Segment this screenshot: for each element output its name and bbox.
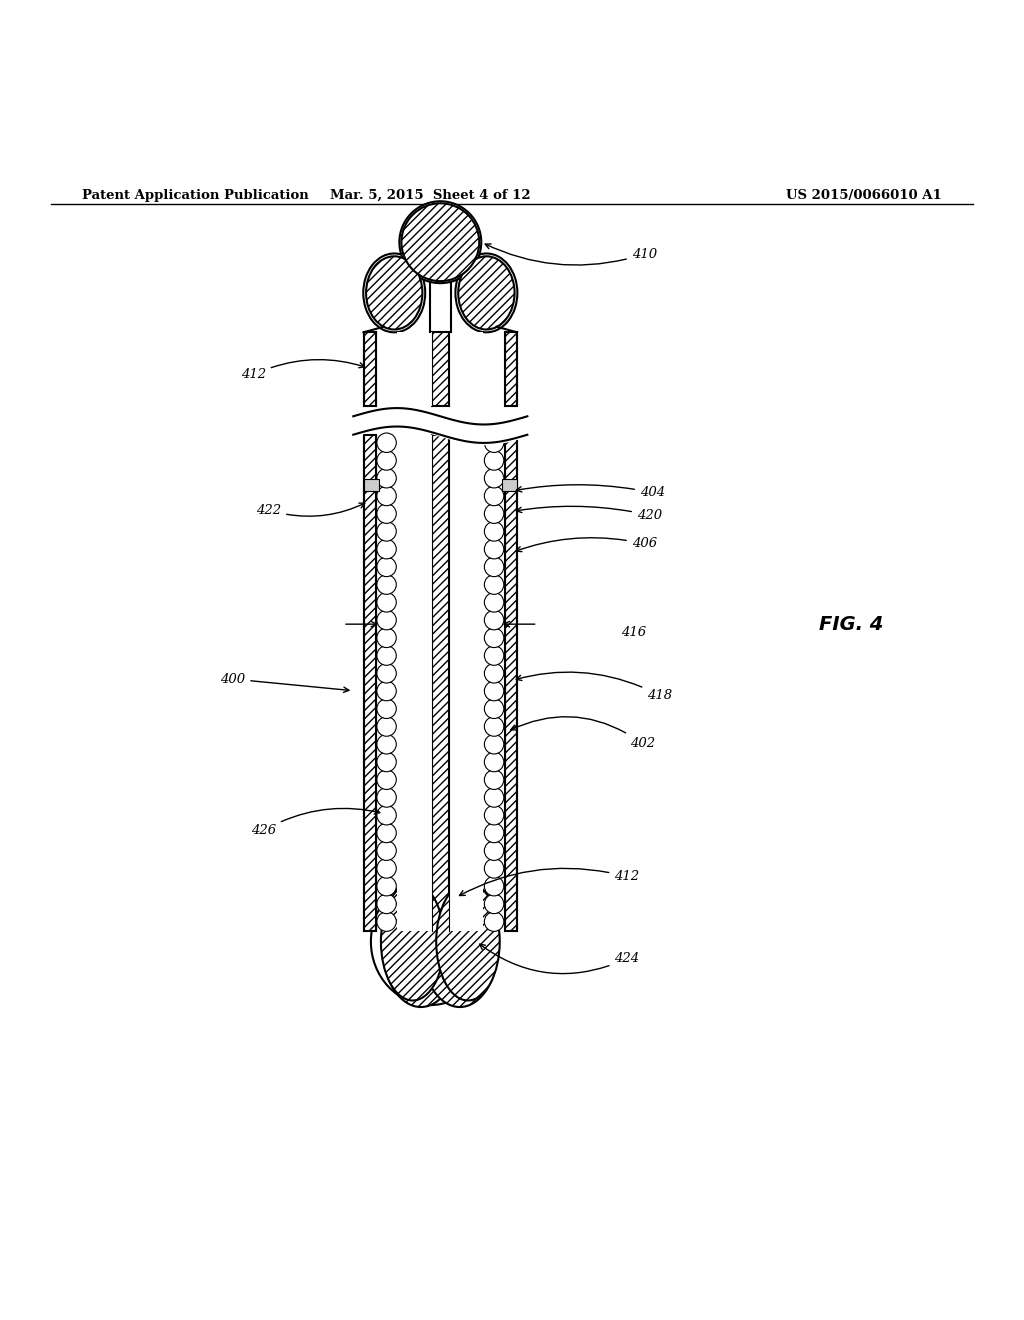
Circle shape	[484, 645, 504, 665]
Circle shape	[484, 521, 504, 541]
Bar	[397, 434, 432, 932]
Bar	[432, 333, 449, 407]
Circle shape	[484, 824, 504, 842]
Text: 404: 404	[516, 484, 666, 499]
Text: 402: 402	[511, 717, 655, 750]
Text: 400: 400	[220, 672, 349, 693]
Circle shape	[484, 664, 504, 682]
Circle shape	[377, 576, 396, 594]
Circle shape	[484, 717, 504, 737]
Text: Patent Application Publication: Patent Application Publication	[82, 189, 308, 202]
Circle shape	[377, 770, 396, 789]
Circle shape	[377, 788, 396, 808]
Ellipse shape	[383, 887, 459, 1007]
Text: 420: 420	[516, 507, 663, 521]
Bar	[505, 434, 517, 932]
Bar	[364, 333, 376, 407]
Circle shape	[484, 576, 504, 594]
Circle shape	[401, 203, 479, 281]
Text: 412: 412	[241, 359, 365, 381]
Circle shape	[484, 628, 504, 648]
Bar	[432, 434, 449, 932]
Bar	[505, 333, 517, 407]
Circle shape	[484, 450, 504, 470]
Circle shape	[377, 859, 396, 878]
Circle shape	[377, 593, 396, 612]
Ellipse shape	[371, 878, 489, 1005]
Circle shape	[377, 504, 396, 524]
Circle shape	[484, 841, 504, 861]
Circle shape	[484, 805, 504, 825]
Circle shape	[377, 824, 396, 842]
Circle shape	[484, 700, 504, 718]
Circle shape	[377, 681, 396, 701]
Circle shape	[377, 894, 396, 913]
Circle shape	[484, 894, 504, 913]
Circle shape	[484, 876, 504, 896]
Text: 410: 410	[485, 244, 657, 265]
Circle shape	[484, 734, 504, 754]
Circle shape	[377, 664, 396, 682]
Circle shape	[377, 433, 396, 453]
Circle shape	[377, 734, 396, 754]
Circle shape	[484, 610, 504, 630]
Circle shape	[377, 540, 396, 558]
Ellipse shape	[422, 887, 498, 1007]
Circle shape	[484, 912, 504, 932]
Circle shape	[377, 469, 396, 488]
Ellipse shape	[381, 883, 444, 1001]
Circle shape	[377, 752, 396, 772]
Circle shape	[377, 805, 396, 825]
Text: Mar. 5, 2015  Sheet 4 of 12: Mar. 5, 2015 Sheet 4 of 12	[330, 189, 530, 202]
Ellipse shape	[458, 256, 514, 330]
Bar	[449, 434, 483, 932]
Circle shape	[377, 841, 396, 861]
Bar	[449, 333, 483, 407]
Bar	[364, 434, 376, 932]
Bar	[397, 333, 432, 407]
Circle shape	[377, 700, 396, 718]
Text: 406: 406	[516, 537, 657, 552]
Circle shape	[377, 486, 396, 506]
Bar	[364, 479, 379, 491]
Text: 412: 412	[460, 869, 640, 895]
Circle shape	[377, 717, 396, 737]
Circle shape	[377, 521, 396, 541]
Circle shape	[484, 486, 504, 506]
Ellipse shape	[367, 256, 423, 330]
Circle shape	[484, 540, 504, 558]
Circle shape	[484, 469, 504, 488]
Circle shape	[484, 788, 504, 808]
Circle shape	[377, 628, 396, 648]
Circle shape	[484, 433, 504, 453]
Ellipse shape	[436, 883, 500, 1001]
Circle shape	[377, 450, 396, 470]
Circle shape	[484, 557, 504, 577]
Circle shape	[399, 201, 481, 284]
Circle shape	[377, 876, 396, 896]
Text: 416: 416	[622, 626, 646, 639]
Bar	[502, 479, 517, 491]
Text: 418: 418	[516, 672, 673, 702]
Circle shape	[484, 593, 504, 612]
Circle shape	[484, 681, 504, 701]
Text: 426: 426	[251, 808, 380, 837]
Circle shape	[377, 557, 396, 577]
Text: US 2015/0066010 A1: US 2015/0066010 A1	[786, 189, 942, 202]
Circle shape	[484, 859, 504, 878]
Circle shape	[377, 912, 396, 932]
Circle shape	[484, 504, 504, 524]
Text: 422: 422	[256, 503, 365, 516]
Circle shape	[484, 752, 504, 772]
Text: FIG. 4: FIG. 4	[819, 615, 884, 634]
Circle shape	[377, 610, 396, 630]
Text: 424: 424	[479, 944, 640, 974]
Circle shape	[484, 770, 504, 789]
Circle shape	[377, 645, 396, 665]
